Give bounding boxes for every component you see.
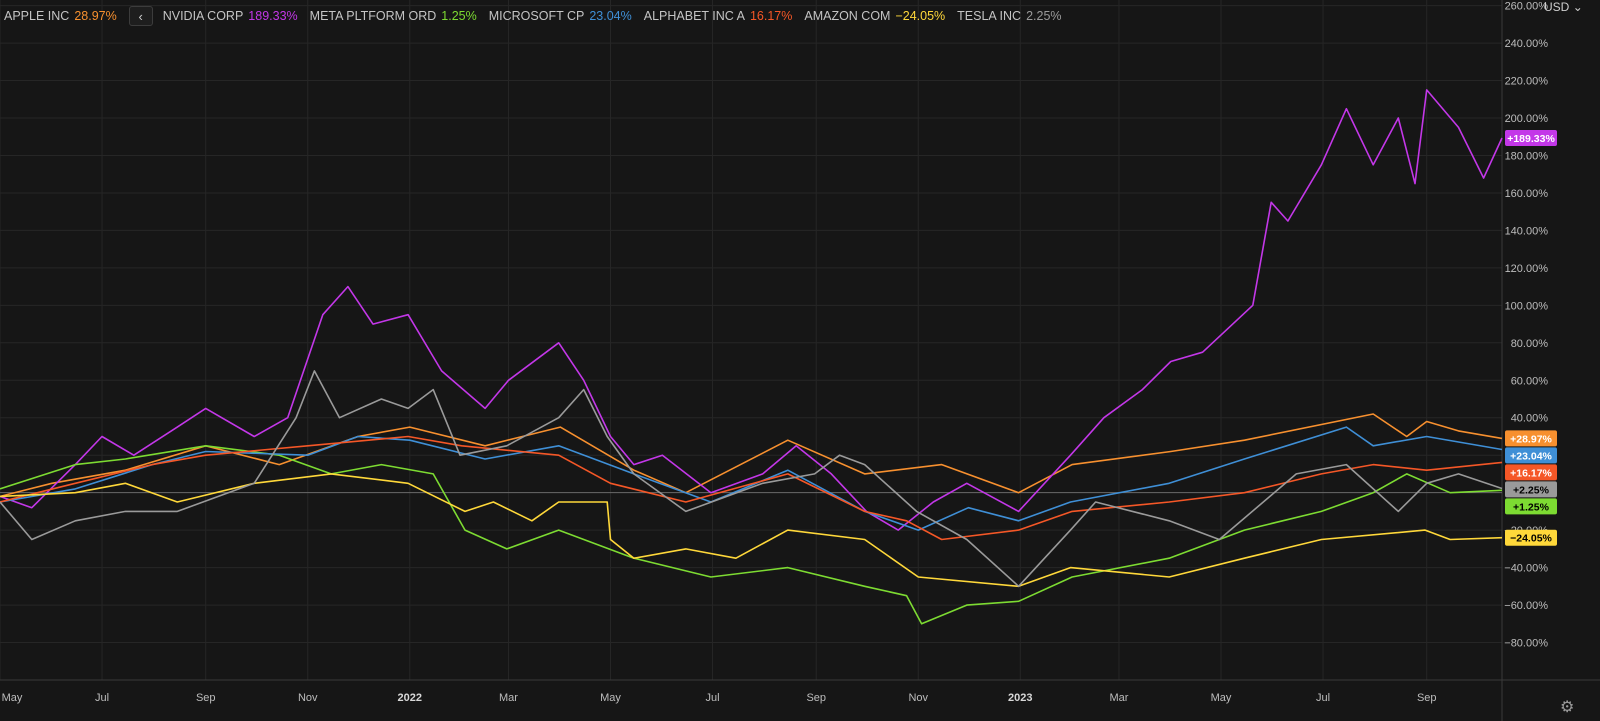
currency-label: USD bbox=[1544, 0, 1570, 14]
legend-entry[interactable]: AMAZON COM −24.05% bbox=[804, 9, 945, 23]
y-tick-label: 80.00% bbox=[1511, 338, 1549, 350]
y-tick-label: 260.00% bbox=[1505, 1, 1549, 13]
x-tick-label: Sep bbox=[196, 692, 216, 704]
legend-entry-change: 2.25% bbox=[1026, 9, 1062, 23]
legend-entry-name: ALPHABET INC A bbox=[643, 9, 745, 23]
last-value-badge bbox=[1505, 430, 1557, 447]
x-tick-label: Mar bbox=[1109, 692, 1128, 704]
x-tick-label: Nov bbox=[908, 692, 928, 704]
legend-entry-name: APPLE INC bbox=[4, 9, 70, 23]
legend-entry-name: NVIDIA CORP bbox=[162, 9, 244, 23]
y-tick-label: −80.00% bbox=[1504, 638, 1548, 650]
y-tick-label: 160.00% bbox=[1505, 188, 1549, 200]
y-tick-label: 220.00% bbox=[1505, 76, 1549, 88]
x-tick-label: Nov bbox=[298, 692, 318, 704]
x-tick-label: Jul bbox=[705, 692, 719, 704]
series-line bbox=[0, 89, 1503, 531]
last-value-label: +1.25% bbox=[1513, 501, 1550, 513]
legend-collapse-button[interactable]: ‹ bbox=[128, 6, 153, 26]
y-tick-label: 140.00% bbox=[1505, 225, 1549, 237]
legend-entry[interactable]: TESLA INC 2.25% bbox=[957, 9, 1061, 23]
last-value-label: +28.97% bbox=[1510, 433, 1552, 445]
legend-entry[interactable]: ALPHABET INC A 16.17% bbox=[644, 9, 793, 23]
y-tick-label: 60.00% bbox=[1511, 375, 1549, 387]
x-tick-label: May bbox=[600, 692, 621, 704]
series-line bbox=[0, 445, 1503, 625]
currency-selector[interactable]: USD ⌄ bbox=[1544, 0, 1583, 14]
last-value-label: +16.17% bbox=[1510, 467, 1552, 479]
series-line bbox=[0, 473, 1503, 588]
x-axis: May Jul Sep Nov 2022 Mar May Jul Sep Nov 2023 Mar Ma… bbox=[2, 692, 1437, 704]
y-tick-label: 120.00% bbox=[1505, 263, 1549, 275]
series-line bbox=[0, 435, 1503, 541]
chart-series bbox=[0, 89, 1503, 625]
legend-entry[interactable]: MICROSOFT CP 23.04% bbox=[489, 9, 632, 23]
x-tick-label: Jul bbox=[1316, 692, 1330, 704]
y-tick-label: −60.00% bbox=[1504, 600, 1548, 612]
x-tick-label: 2022 bbox=[398, 692, 422, 704]
y-tick-label: 180.00% bbox=[1505, 150, 1549, 162]
last-value-badge bbox=[1505, 130, 1557, 147]
x-tick-label: Mar bbox=[499, 692, 518, 704]
chart-legend: APPLE INC 28.97% ‹ NVIDIA CORP 189.33% META … bbox=[4, 6, 1074, 26]
legend-entry[interactable]: META PLTFORM ORD 1.25% bbox=[310, 9, 477, 23]
x-tick-label: Jul bbox=[95, 692, 109, 704]
legend-entry-name: META PLTFORM ORD bbox=[309, 9, 437, 23]
x-tick-label: May bbox=[1211, 692, 1232, 704]
x-tick-label: 2023 bbox=[1008, 692, 1032, 704]
last-value-badge bbox=[1505, 447, 1557, 464]
y-tick-label: −40.00% bbox=[1504, 563, 1548, 575]
legend-entry-change: 189.33% bbox=[248, 9, 298, 23]
y-tick-label: 40.00% bbox=[1511, 413, 1549, 425]
chevron-down-icon: ⌄ bbox=[1572, 0, 1583, 14]
x-tick-label: Sep bbox=[1417, 692, 1437, 704]
x-tick-label: May bbox=[2, 692, 23, 704]
legend-entry[interactable]: APPLE INC 28.97% bbox=[4, 9, 117, 23]
last-value-badge bbox=[1505, 481, 1557, 498]
legend-entry-change: 1.25% bbox=[441, 9, 477, 23]
legend-entry-name: AMAZON COM bbox=[804, 9, 891, 23]
legend-entry-change: 23.04% bbox=[589, 9, 632, 23]
y-axis: −80.00%−60.00%−40.00%−20.00%20.00%40.00%… bbox=[1504, 1, 1548, 650]
last-value-badge bbox=[1505, 498, 1557, 515]
legend-entry-change: 28.97% bbox=[74, 9, 117, 23]
y-tick-label: 200.00% bbox=[1505, 113, 1549, 125]
x-tick-label: Sep bbox=[806, 692, 826, 704]
legend-entry-change: −24.05% bbox=[895, 9, 946, 23]
legend-entry-change: 16.17% bbox=[749, 9, 793, 23]
last-value-badges: +189.33% +28.97% +23.04% +16.17% +2.25% +1.25… bbox=[1505, 130, 1557, 546]
last-value-label: +23.04% bbox=[1510, 450, 1552, 462]
last-value-label: +189.33% bbox=[1507, 133, 1555, 145]
legend-entry-name: MICROSOFT CP bbox=[488, 9, 585, 23]
y-tick-label: 100.00% bbox=[1505, 300, 1549, 312]
y-tick-label: 240.00% bbox=[1505, 38, 1549, 50]
last-value-badge bbox=[1505, 464, 1557, 481]
last-value-badge bbox=[1505, 529, 1557, 546]
series-line bbox=[0, 370, 1503, 588]
last-value-label: +2.25% bbox=[1513, 484, 1550, 496]
legend-entry[interactable]: NVIDIA CORP 189.33% bbox=[163, 9, 298, 23]
legend-entry-name: TESLA INC bbox=[957, 9, 1022, 23]
last-value-label: −24.05% bbox=[1510, 533, 1552, 545]
gear-icon[interactable]: ⚙ bbox=[1560, 699, 1575, 716]
series-line bbox=[0, 413, 1503, 498]
